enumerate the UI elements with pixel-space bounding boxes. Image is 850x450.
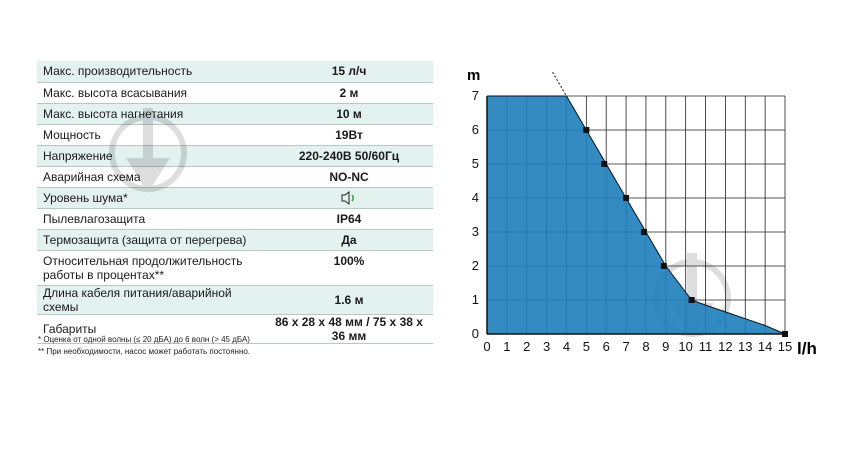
x-tick-label: 2 — [523, 339, 530, 354]
spec-row: Длина кабеля питания/аварийной схемы 1.6 … — [37, 285, 433, 315]
y-tick-label: 2 — [472, 258, 479, 273]
spec-label: Уровень шума* — [37, 187, 265, 209]
spec-row: Мощность 19Вт — [37, 124, 433, 146]
x-tick-label: 14 — [758, 339, 772, 354]
spec-label: Аварийная схема — [37, 166, 265, 188]
y-tick-label: 7 — [472, 88, 479, 103]
spec-label: Мощность — [37, 124, 265, 146]
curve-marker — [583, 127, 590, 133]
spec-value: IP64 — [265, 208, 433, 230]
x-tick-label: 11 — [699, 339, 713, 354]
x-tick-label: 15 — [778, 339, 792, 354]
spec-value: 220-240В 50/60Гц — [265, 145, 433, 167]
spec-row: Габариты 86 х 28 х 48 мм / 75 х 38 х 36 м… — [37, 314, 433, 344]
footnote-noise: * Оценка от одной волны (≤ 20 дБА) до 6 … — [38, 335, 250, 344]
x-tick-label: 8 — [642, 339, 649, 354]
spec-row: Макс. производительность 15 л/ч — [37, 61, 433, 83]
spec-value — [265, 187, 433, 209]
spec-value: 19Вт — [265, 124, 433, 146]
spec-value: 2 м — [265, 82, 433, 104]
x-tick-label: 6 — [603, 339, 610, 354]
spec-row: Термозащита (защита от перегрева) Да — [37, 229, 433, 251]
spec-row: Макс. высота всасывания 2 м — [37, 82, 433, 104]
curve-extension — [552, 71, 567, 97]
spec-table: Макс. производительность 15 л/ч Макс. высо… — [37, 61, 433, 344]
spec-label: Габариты — [37, 314, 265, 344]
spec-label: Макс. производительность — [37, 61, 265, 83]
x-tick-label: 7 — [622, 339, 629, 354]
y-tick-label: 5 — [472, 156, 479, 171]
spec-value: 1.6 м — [265, 285, 433, 315]
curve-marker — [623, 195, 630, 201]
y-tick-label: 3 — [472, 224, 479, 239]
spec-value: 100% — [265, 250, 433, 286]
spec-row: Аварийная схема NO-NC — [37, 166, 433, 188]
y-axis-label: m — [467, 67, 480, 84]
x-tick-label: 3 — [543, 339, 550, 354]
spec-row: Относительная продолжительность работы в… — [37, 250, 433, 286]
spec-row: Напряжение 220-240В 50/60Гц — [37, 145, 433, 167]
spec-label: Относительная продолжительность работы в… — [37, 250, 265, 286]
curve-marker — [601, 161, 608, 167]
x-axis-label: l/h — [797, 339, 817, 358]
spec-label: Длина кабеля питания/аварийной схемы — [37, 285, 265, 315]
spec-label: Пылевлагозащита — [37, 208, 265, 230]
x-tick-label: 10 — [678, 339, 692, 354]
spec-value: NO-NC — [265, 166, 433, 188]
spec-label: Макс. высота всасывания — [37, 82, 265, 104]
spec-row: Уровень шума* — [37, 187, 433, 209]
speaker-icon — [341, 190, 354, 205]
x-tick-label: 4 — [563, 339, 570, 354]
spec-label: Напряжение — [37, 145, 265, 167]
curve-marker — [660, 263, 667, 269]
x-tick-label: 1 — [503, 339, 510, 354]
y-tick-label: 0 — [472, 326, 479, 341]
y-tick-label: 6 — [472, 122, 479, 137]
spec-row: Макс. высота нагнетания 10 м — [37, 103, 433, 125]
spec-value: Да — [265, 229, 433, 251]
spec-label: Макс. высота нагнетания — [37, 103, 265, 125]
spec-value: 10 м — [265, 103, 433, 125]
x-tick-label: 5 — [583, 339, 590, 354]
spec-label: Термозащита (защита от перегрева) — [37, 229, 265, 251]
x-tick-label: 12 — [718, 339, 732, 354]
x-tick-label: 9 — [662, 339, 669, 354]
y-tick-label: 1 — [472, 292, 479, 307]
curve-marker — [640, 229, 647, 235]
spec-row: Пылевлагозащита IP64 — [37, 208, 433, 230]
curve-marker — [688, 297, 695, 303]
x-tick-label: 13 — [738, 339, 752, 354]
spec-value: 86 х 28 х 48 мм / 75 х 38 х 36 мм — [265, 314, 433, 344]
y-tick-label: 4 — [472, 190, 479, 205]
x-tick-label: 0 — [483, 339, 490, 354]
spec-value: 15 л/ч — [265, 61, 433, 83]
footnote-duty: ** При необходимости, насос может работа… — [38, 347, 251, 356]
